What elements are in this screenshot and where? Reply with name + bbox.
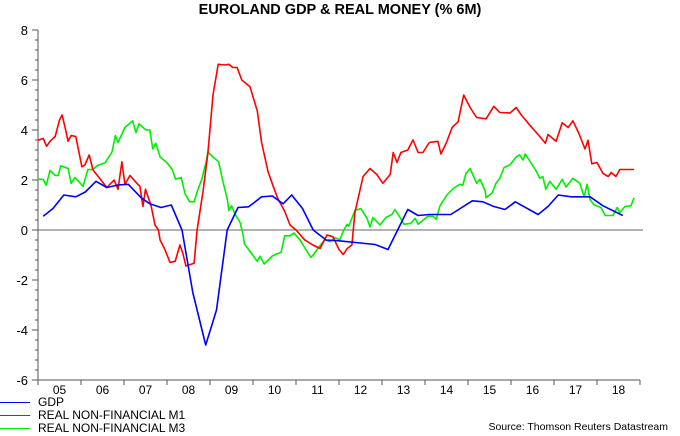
legend-swatch-m1 bbox=[0, 415, 30, 416]
x-tick-label: 08 bbox=[182, 383, 196, 397]
x-tick-label: 07 bbox=[139, 383, 153, 397]
x-tick-label: 10 bbox=[268, 383, 282, 397]
source-note: Source: Thomson Reuters Datastream bbox=[488, 421, 668, 433]
x-tick-label: 11 bbox=[311, 383, 324, 397]
legend-swatch-m3 bbox=[0, 428, 30, 429]
x-tick-label: 09 bbox=[225, 383, 239, 397]
y-tick-label: 2 bbox=[21, 173, 28, 188]
x-tick-label: 17 bbox=[569, 383, 583, 397]
x-tick-label: 16 bbox=[526, 383, 540, 397]
legend-label-m3: REAL NON-FINANCIAL M3 bbox=[38, 421, 186, 435]
series-line-real-non-financial-m3 bbox=[38, 120, 635, 265]
legend-swatch-gdp bbox=[0, 402, 30, 403]
legend-label-gdp: GDP bbox=[38, 395, 65, 409]
y-tick-label: -2 bbox=[16, 273, 28, 288]
y-tick-label: 8 bbox=[21, 23, 28, 38]
series-line-gdp bbox=[42, 180, 624, 346]
y-tick-label: 0 bbox=[21, 223, 28, 238]
y-tick-label: -6 bbox=[16, 373, 28, 388]
x-tick-label: 06 bbox=[96, 383, 110, 397]
chart-title: EUROLAND GDP & REAL MONEY (% 6M) bbox=[198, 2, 482, 18]
x-tick-label: 05 bbox=[53, 383, 67, 397]
y-tick-label: 4 bbox=[21, 123, 28, 138]
series-line-real-non-financial-m1 bbox=[37, 63, 634, 267]
legend-item-m1: REAL NON-FINANCIAL M1 bbox=[0, 409, 185, 422]
y-tick-label: -4 bbox=[16, 323, 28, 338]
legend-item-m3: REAL NON-FINANCIAL M3 bbox=[0, 422, 185, 435]
legend-label-m1: REAL NON-FINANCIAL M1 bbox=[38, 408, 186, 422]
y-tick-label: 6 bbox=[21, 73, 28, 88]
x-tick-label: 15 bbox=[483, 383, 497, 397]
legend-item-gdp: GDP bbox=[0, 396, 185, 409]
x-tick-label: 12 bbox=[354, 383, 368, 397]
x-tick-label: 14 bbox=[440, 383, 454, 397]
legend: GDP REAL NON-FINANCIAL M1 REAL NON-FINAN… bbox=[0, 396, 185, 435]
x-tick-label: 13 bbox=[397, 383, 411, 397]
x-tick-label: 18 bbox=[612, 383, 626, 397]
